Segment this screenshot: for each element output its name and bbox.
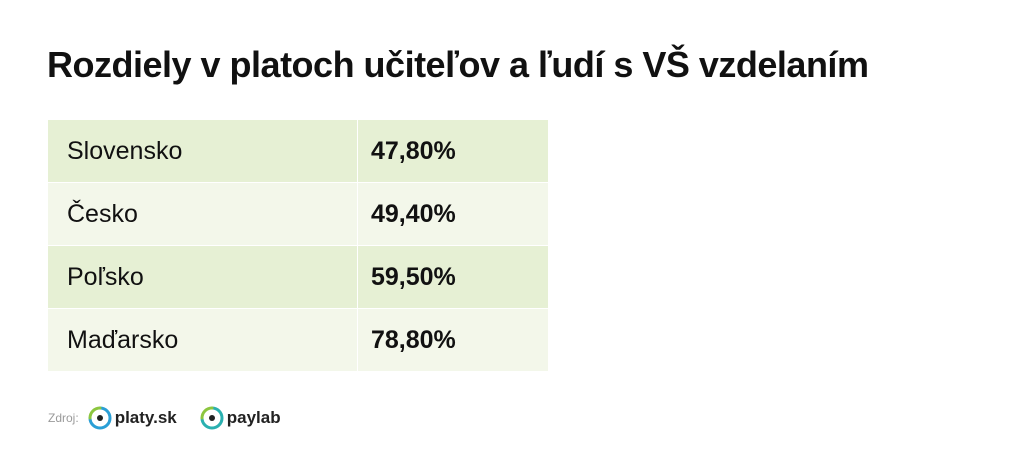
value-cell: 47,80%	[357, 120, 548, 183]
table-row: Poľsko 59,50%	[48, 245, 548, 309]
country-cell: Slovensko	[48, 120, 358, 183]
table-row: Česko 49,40%	[48, 182, 548, 246]
source-label: Zdroj:	[48, 411, 79, 425]
logo-platy: platy.sk	[87, 405, 177, 431]
table-row: Maďarsko 78,80%	[48, 308, 548, 372]
table-body: Slovensko 47,80% Česko 49,40% Poľsko 59,50% Ma…	[48, 120, 548, 372]
footer: Zdroj: platy.sk paylab	[48, 400, 303, 436]
logo-icon	[200, 406, 224, 430]
data-table: Slovensko 47,80% Česko 49,40% Poľsko 59,50% Ma…	[48, 120, 548, 372]
logo-paylab: paylab	[199, 405, 281, 431]
country-cell: Maďarsko	[48, 308, 358, 372]
country-cell: Poľsko	[48, 245, 358, 309]
logo-icon	[88, 406, 112, 430]
table-row: Slovensko 47,80%	[48, 120, 548, 183]
title: Rozdiely v platoch učiteľov a ľudí s VŠ …	[47, 44, 869, 85]
logo-text: paylab	[226, 408, 281, 427]
logo-text: platy.sk	[114, 408, 177, 427]
value-cell: 49,40%	[357, 182, 548, 246]
value-cell: 78,80%	[357, 308, 548, 372]
value-cell: 59,50%	[357, 245, 548, 309]
country-cell: Česko	[48, 182, 358, 246]
